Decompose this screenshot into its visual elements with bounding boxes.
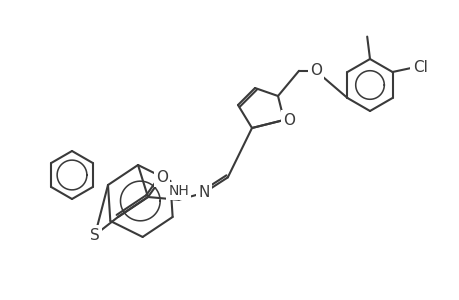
- Text: O: O: [156, 170, 168, 185]
- Text: O: O: [309, 63, 321, 78]
- Text: S: S: [90, 227, 100, 242]
- Text: NH: NH: [168, 184, 189, 198]
- Text: N: N: [198, 185, 209, 200]
- Text: Cl: Cl: [412, 60, 426, 75]
- Text: O: O: [282, 112, 294, 128]
